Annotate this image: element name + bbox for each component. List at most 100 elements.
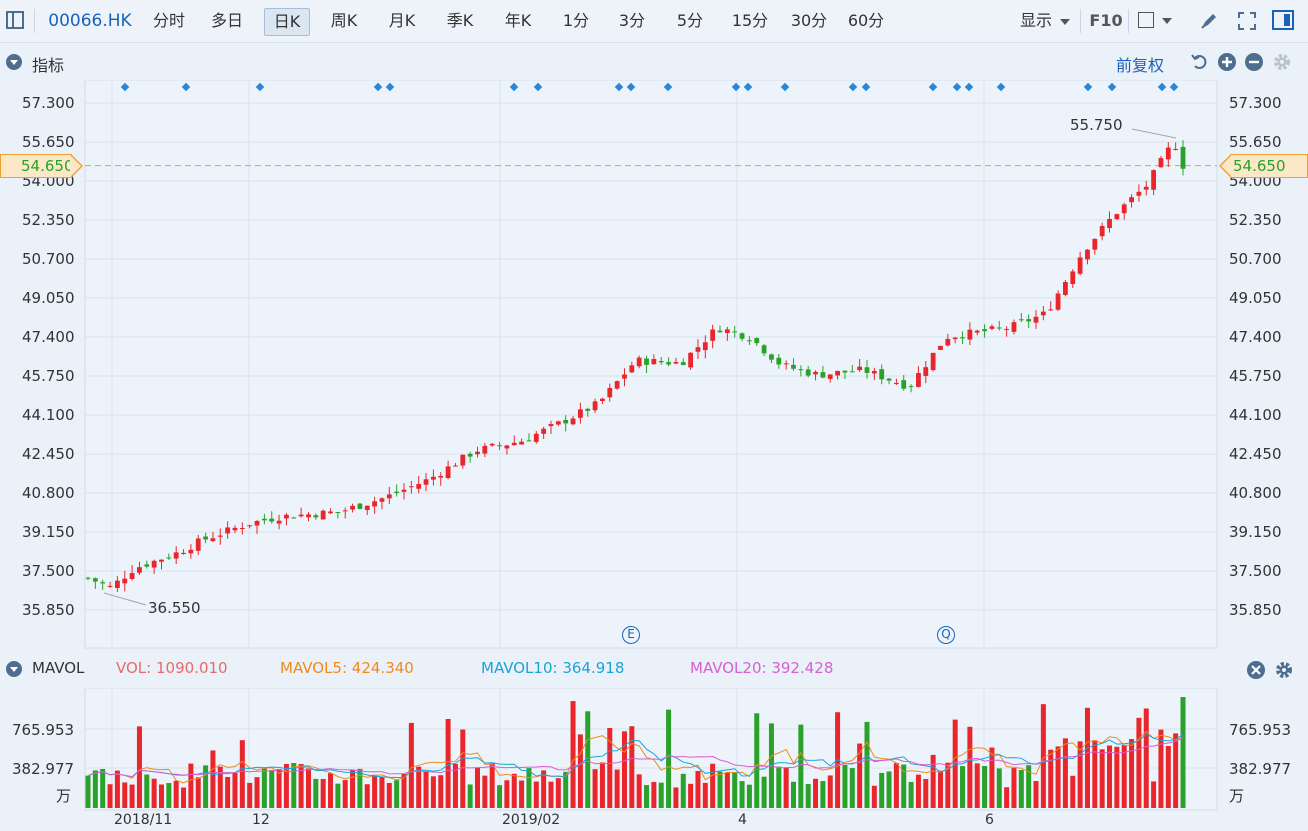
volume-bar [754, 713, 760, 808]
candle-body [1151, 170, 1157, 190]
event-marker-q-label: Q [941, 627, 951, 641]
volume-bar [636, 774, 642, 808]
display-menu-button[interactable]: 显示 [1014, 8, 1076, 34]
candle-body [710, 329, 716, 341]
candle-body [982, 329, 987, 332]
volume-bar [563, 771, 569, 808]
volume-bar [342, 780, 348, 808]
volume-bar [372, 774, 378, 808]
volume-bar [1143, 708, 1149, 808]
volume-bar [394, 780, 400, 808]
period-tab-9[interactable]: 5分 [676, 11, 704, 30]
zoom-out-icon[interactable] [1244, 52, 1264, 76]
volume-bar [313, 778, 319, 808]
collapse-toggle-icon[interactable] [6, 54, 22, 70]
candle-body [137, 567, 142, 573]
candle-body [232, 527, 238, 531]
volume-bar [1114, 746, 1120, 808]
volume-bar [188, 763, 194, 808]
mavol10-legend-label: MAVOL10: [481, 659, 558, 677]
volume-bar [555, 778, 561, 808]
candle-body [1180, 146, 1186, 169]
period-tab-3[interactable]: 周K [330, 11, 358, 30]
fullscreen-icon[interactable] [1236, 10, 1258, 36]
layout-select-button[interactable] [1138, 12, 1178, 30]
volume-bar [644, 785, 650, 808]
volume-bar [724, 772, 730, 808]
period-tab-11[interactable]: 30分 [790, 11, 828, 30]
volume-bar [460, 729, 466, 808]
price-tick-right: 47.400 [1229, 328, 1282, 346]
candle-body [460, 454, 466, 466]
zoom-in-icon[interactable] [1217, 52, 1237, 76]
candle-body [239, 528, 245, 530]
volume-bar [1026, 765, 1032, 808]
settings-gear-icon[interactable] [1274, 660, 1294, 684]
candle-body [269, 518, 275, 522]
period-tab-0[interactable]: 分时 [152, 11, 185, 30]
volume-bar [908, 781, 914, 808]
collapse-toggle-icon[interactable] [6, 661, 22, 677]
adjust-mode-button[interactable]: 前复权 [1116, 56, 1165, 75]
candle-body [350, 505, 355, 510]
volume-bar [247, 782, 253, 808]
volume-bar [1129, 739, 1135, 808]
price-tick-right: 50.700 [1229, 250, 1282, 268]
volume-bar [357, 768, 363, 808]
period-tab-1[interactable]: 多日 [210, 11, 243, 30]
candle-body [842, 370, 848, 373]
draw-pen-icon[interactable] [1198, 10, 1220, 36]
volume-bar [1136, 717, 1142, 808]
volume-bar [614, 769, 620, 808]
candle-body [445, 466, 451, 479]
candle-body [225, 527, 231, 534]
period-tab-4[interactable]: 月K [388, 11, 416, 30]
price-chart[interactable] [0, 80, 1308, 650]
volume-bar [100, 768, 106, 808]
volume-bar [320, 778, 326, 808]
period-tab-6[interactable]: 年K [504, 11, 532, 30]
period-tab-8[interactable]: 3分 [618, 11, 646, 30]
candle-body [320, 510, 326, 520]
mavol20-legend-label: MAVOL20: [690, 659, 767, 677]
sidebar-toggle-icon[interactable] [6, 11, 24, 29]
side-panel-icon[interactable] [1272, 10, 1294, 30]
volume-bar [210, 750, 216, 808]
candle-body [1085, 249, 1090, 260]
candle-body [114, 580, 120, 588]
candle-body [1114, 214, 1120, 220]
volume-bar [798, 724, 804, 808]
candle-body [159, 559, 164, 562]
candle-body [805, 369, 811, 376]
candle-body [203, 536, 208, 540]
close-indicator-icon[interactable] [1246, 660, 1266, 684]
event-marker-q[interactable]: Q [937, 626, 955, 644]
event-marker-e[interactable]: E [622, 626, 640, 644]
candle-body [408, 486, 414, 488]
candle-body [886, 378, 892, 381]
volume-bar [438, 775, 444, 808]
period-tab-7[interactable]: 1分 [562, 11, 590, 30]
candle-body [695, 347, 701, 352]
volume-bar [416, 766, 422, 808]
undo-icon[interactable] [1190, 52, 1210, 76]
candle-body [489, 443, 495, 446]
price-tick-left: 35.850 [22, 601, 75, 619]
symbol-code[interactable]: 00066.HK [48, 11, 132, 31]
candle-body [813, 371, 818, 375]
period-tab-10[interactable]: 15分 [731, 11, 769, 30]
volume-bar [732, 772, 738, 808]
volume-bar [783, 767, 789, 808]
volume-bar [158, 784, 164, 808]
settings-gear-icon[interactable] [1272, 52, 1292, 76]
f10-button[interactable]: F10 [1089, 11, 1123, 30]
period-tab-5[interactable]: 季K [446, 11, 474, 30]
volume-bar [599, 762, 605, 808]
price-tick-left: 57.300 [22, 94, 75, 112]
candle-body [416, 484, 422, 489]
candle-body [1092, 238, 1098, 250]
period-tab-12[interactable]: 60分 [847, 11, 885, 30]
period-tab-2[interactable]: 日K [264, 8, 310, 36]
volume-chart[interactable] [0, 688, 1308, 812]
candle-body [666, 362, 671, 365]
